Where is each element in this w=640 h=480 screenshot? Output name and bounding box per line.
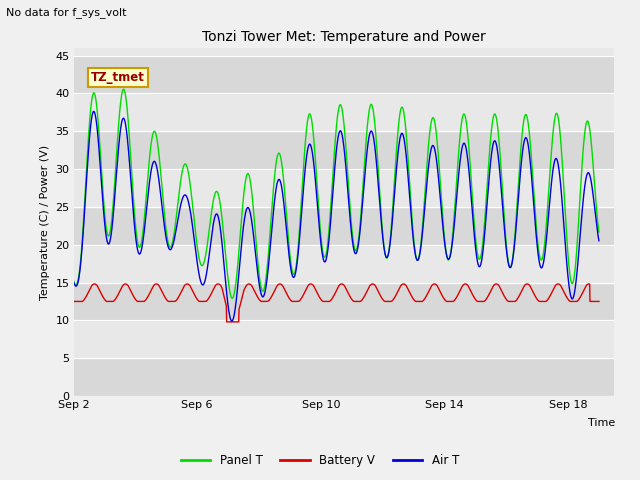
Bar [74, 283, 614, 320]
Text: Time: Time [588, 418, 616, 428]
Text: TZ_tmet: TZ_tmet [91, 71, 145, 84]
Y-axis label: Temperature (C) / Power (V): Temperature (C) / Power (V) [40, 144, 50, 300]
Legend: Panel T, Battery V, Air T: Panel T, Battery V, Air T [176, 449, 464, 472]
Bar [74, 207, 614, 245]
Bar [74, 320, 614, 358]
Text: No data for f_sys_volt: No data for f_sys_volt [6, 7, 127, 18]
Bar [74, 169, 614, 207]
Bar [74, 245, 614, 283]
Bar [74, 358, 614, 396]
Bar [74, 56, 614, 94]
Bar [74, 131, 614, 169]
Title: Tonzi Tower Met: Temperature and Power: Tonzi Tower Met: Temperature and Power [202, 30, 486, 44]
Bar [74, 94, 614, 131]
